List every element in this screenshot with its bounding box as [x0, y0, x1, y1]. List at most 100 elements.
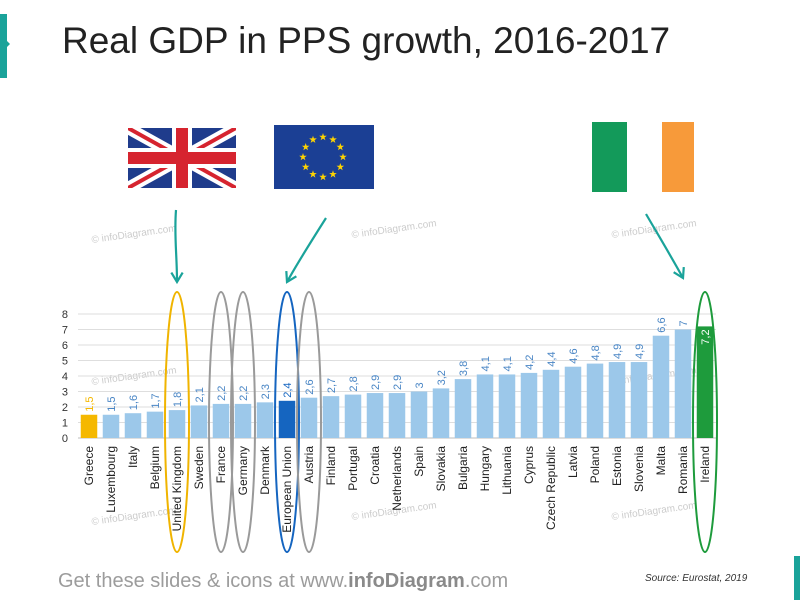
bar-value-label: 1,5 [106, 396, 118, 411]
bar [256, 402, 274, 438]
bar [146, 411, 164, 438]
bar [630, 362, 648, 438]
x-tick-label: Estonia [610, 446, 624, 486]
bar [344, 394, 362, 438]
x-tick-label: Bulgaria [456, 446, 470, 490]
x-tick-label: Greece [82, 446, 96, 486]
footer-text: Get these slides & icons at www.infoDiag… [58, 570, 508, 593]
x-tick-label: Sweden [192, 446, 206, 489]
bar-value-label: 2,8 [348, 376, 360, 391]
y-tick-label: 0 [62, 433, 68, 445]
x-tick-label: Czech Republic [544, 446, 558, 530]
bar [278, 400, 296, 438]
watermark-text: © infoDiagram.com [91, 365, 177, 388]
european-union-flag-icon [274, 125, 374, 189]
bar [80, 414, 98, 438]
eu-star-icon [309, 135, 317, 143]
bar [498, 374, 516, 438]
bar [542, 369, 560, 438]
x-tick-label: Ireland [698, 446, 712, 483]
x-tick-label: Poland [588, 446, 602, 483]
bar [586, 363, 604, 438]
bar-value-label: 4,4 [546, 352, 558, 367]
y-tick-label: 4 [62, 371, 68, 383]
footer-prefix: Get these slides & icons at www. [58, 570, 349, 592]
highlight-circle [274, 291, 300, 553]
bar [410, 391, 428, 438]
bar [696, 326, 714, 438]
x-tick-label: Hungary [478, 446, 492, 491]
x-tick-label: United Kingdom [170, 446, 184, 531]
bar [608, 362, 626, 438]
highlight-circle [164, 291, 190, 553]
bar-value-label: 4,6 [568, 348, 580, 363]
bar-value-label: 2,1 [194, 387, 206, 402]
bar-value-label: 3,2 [436, 370, 448, 385]
bar [652, 335, 670, 438]
bar [674, 329, 692, 438]
bar-value-label: 4,8 [590, 345, 602, 360]
eu-star-icon [299, 153, 307, 161]
bar-value-label: 2,2 [238, 386, 250, 401]
bar-value-label: 1,5 [84, 396, 96, 411]
footer-brand: infoDiagram [348, 570, 465, 592]
x-tick-label: Austria [302, 446, 316, 484]
arrow-head [673, 266, 685, 280]
x-tick-label: Denmark [258, 445, 272, 495]
y-tick-label: 1 [62, 418, 68, 430]
bar [388, 393, 406, 438]
highlight-circle [296, 291, 322, 553]
x-tick-label: Croatia [368, 446, 382, 485]
bar-value-label: 2,9 [370, 375, 382, 390]
watermark-text: © infoDiagram.com [351, 218, 437, 241]
bar-value-label: 2,7 [326, 378, 338, 393]
x-tick-label: Italy [126, 446, 140, 468]
eu-star-icon [339, 153, 347, 161]
eu-star-icon [329, 170, 337, 178]
bar [520, 372, 538, 438]
highlight-circle [230, 291, 256, 553]
x-tick-label: Malta [654, 446, 668, 476]
source-note: Source: Eurostat, 2019 [645, 573, 748, 584]
bar [454, 379, 472, 438]
x-tick-label: Germany [236, 446, 250, 495]
x-tick-label: Luxembourg [104, 446, 118, 513]
eu-star-icon [336, 163, 345, 171]
left-accent-arrow [0, 34, 10, 54]
bar-value-label: 4,1 [502, 356, 514, 371]
y-tick-label: 2 [62, 402, 68, 414]
bar-value-label: 4,9 [634, 344, 646, 359]
bar [190, 405, 208, 438]
bar [102, 414, 120, 438]
bar [168, 410, 186, 438]
eu-star-icon [309, 170, 317, 178]
eu-star-icon [319, 133, 327, 141]
bar-value-label: 2,4 [282, 383, 294, 398]
bar-value-label: 2,6 [304, 379, 316, 394]
bar-value-label: 4,1 [480, 356, 492, 371]
bar-value-label: 1,6 [128, 395, 140, 410]
pointer-arrow [286, 217, 327, 283]
x-tick-label: Latvia [566, 446, 580, 478]
united-kingdom-flag-icon [128, 128, 236, 188]
x-tick-label: Belgium [148, 446, 162, 489]
ireland-flag-icon [592, 122, 694, 192]
eu-star-icon [319, 173, 327, 181]
highlight-circle [692, 291, 718, 553]
x-tick-label: Cyprus [522, 446, 536, 484]
y-tick-label: 8 [62, 309, 68, 321]
eu-star-icon [336, 143, 345, 151]
bar [366, 393, 384, 438]
bar-value-label: 7 [678, 320, 690, 326]
bar [322, 396, 340, 438]
y-tick-label: 6 [62, 340, 68, 352]
footer-suffix: .com [464, 570, 509, 592]
bar [234, 403, 252, 438]
y-tick-label: 7 [62, 325, 68, 337]
bar-value-label: 4,9 [612, 344, 624, 359]
eu-star-icon [301, 143, 310, 151]
x-tick-label: Portugal [346, 446, 360, 491]
watermark-text: © infoDiagram.com [91, 223, 177, 246]
bar-value-label: 3 [414, 382, 426, 388]
